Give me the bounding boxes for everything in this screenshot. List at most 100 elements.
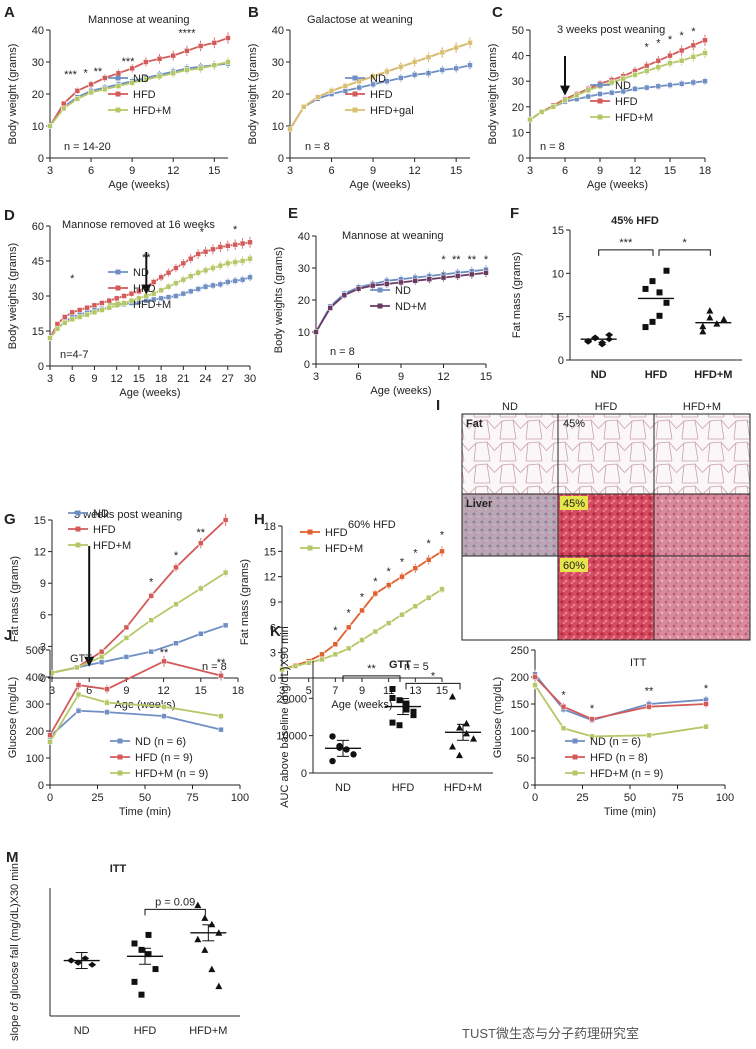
x-axis-label: Age (weeks): [331, 699, 392, 711]
y-tick-label: 150: [511, 699, 529, 711]
data-point: [456, 723, 463, 731]
data-point: [412, 603, 419, 609]
data-point: [218, 672, 224, 679]
y-tick-label: 6: [270, 622, 276, 634]
data-point: [598, 339, 607, 346]
significance-mark: *: [561, 690, 566, 702]
panel-label: C: [492, 4, 503, 21]
chart-title: 3 weeks post weaning: [557, 24, 665, 36]
y-tick-label: 60: [32, 221, 44, 233]
x-tick-label: 3: [47, 165, 53, 177]
legend-marker: [75, 526, 81, 532]
legend-label: HFD+M: [133, 105, 171, 117]
data-point: [336, 744, 343, 751]
y-tick-label: 18: [264, 521, 276, 533]
data-point: [667, 82, 673, 88]
data-point: [591, 335, 600, 342]
legend-label: ND: [370, 73, 386, 85]
x-tick-label: 12: [111, 373, 123, 385]
data-point: [678, 57, 685, 64]
y-tick-label: 30: [512, 76, 524, 88]
data-point: [121, 300, 127, 306]
data-point: [165, 283, 172, 290]
data-point: [148, 593, 154, 599]
data-point: [656, 289, 663, 296]
data-point: [148, 648, 154, 655]
y-tick-label: 0: [270, 673, 276, 685]
data-point: [703, 723, 709, 730]
data-point: [456, 751, 463, 759]
data-point: [467, 62, 473, 68]
significance-mark: *: [373, 576, 378, 588]
x-tick-label: 18: [232, 685, 244, 697]
data-point: [136, 295, 142, 302]
y-tick-label: 30: [298, 263, 310, 275]
data-point: [202, 248, 209, 255]
chart-title: 3 weeks post weaning: [74, 509, 182, 521]
data-point: [425, 595, 432, 601]
legend-marker: [115, 269, 121, 275]
data-point: [225, 279, 231, 285]
y-axis-label: Glucose (mg/dL): [7, 677, 19, 758]
significance-mark: *: [200, 226, 205, 238]
x-tick-label: 12: [629, 165, 641, 177]
row-label: Fat: [466, 418, 483, 430]
legend-label: HFD+M: [133, 299, 171, 311]
significance-mark: **: [452, 254, 461, 266]
data-point: [560, 703, 567, 710]
data-point: [138, 946, 145, 953]
data-point: [173, 640, 179, 646]
data-point: [642, 324, 649, 331]
data-point: [439, 548, 445, 555]
x-tick-label: 12: [437, 371, 449, 383]
legend-label: ND: [93, 508, 109, 520]
data-point: [69, 316, 75, 323]
n-label: n=4-7: [60, 349, 88, 361]
data-point: [198, 631, 204, 637]
legend-label: HFD: [325, 527, 348, 539]
x-tick-label: 6: [69, 373, 75, 385]
tag-highlight: [560, 496, 588, 510]
significance-bracket: [598, 249, 654, 256]
data-point: [385, 582, 392, 588]
chart-title: Mannose removed at 16 weeks: [62, 219, 215, 231]
data-point: [410, 712, 417, 719]
legend-marker: [117, 754, 123, 760]
significance-mark: *: [645, 41, 650, 53]
watermark: TUST微生态与分子药理研究室: [462, 1026, 639, 1041]
legend-marker: [75, 542, 81, 548]
significance-mark: p = 0.09: [155, 896, 195, 908]
data-point: [454, 273, 461, 279]
data-point: [88, 81, 94, 88]
data-point: [84, 311, 90, 318]
data-point: [74, 88, 81, 94]
data-point: [180, 260, 187, 267]
data-point: [74, 96, 81, 102]
data-point: [123, 635, 130, 641]
series-line: [49, 276, 251, 339]
significance-mark: ****: [178, 27, 196, 39]
panel-label: J: [4, 627, 12, 644]
data-point: [412, 278, 418, 284]
data-point: [158, 287, 164, 293]
legend-marker: [352, 75, 358, 81]
y-tick-label: 50: [512, 25, 524, 37]
data-point: [210, 282, 216, 289]
significance-bracket: [658, 249, 711, 256]
data-point: [649, 318, 656, 325]
legend-marker: [377, 303, 383, 309]
data-point: [620, 75, 627, 82]
data-point: [389, 694, 396, 701]
data-point: [667, 60, 673, 67]
legend-marker: [572, 770, 578, 776]
data-point: [60, 100, 67, 107]
tag-highlight: [560, 558, 588, 572]
y-tick-label: 0: [40, 673, 46, 685]
data-point: [170, 52, 176, 59]
x-tick-label: 7: [332, 685, 338, 697]
data-point: [343, 746, 350, 753]
data-point: [156, 56, 163, 62]
